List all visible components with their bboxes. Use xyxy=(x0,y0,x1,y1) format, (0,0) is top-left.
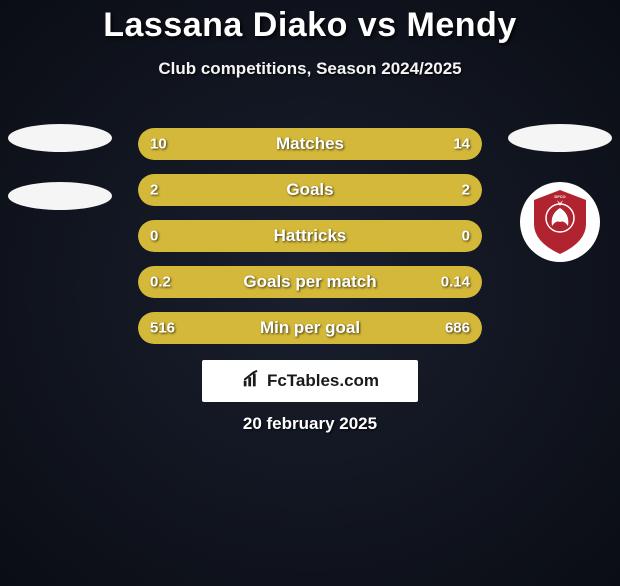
brand-box: FcTables.com xyxy=(202,360,418,402)
brand-chart-icon xyxy=(241,368,263,395)
stat-bar: 00Hattricks xyxy=(138,220,482,252)
snapshot-date: 20 february 2025 xyxy=(0,414,620,434)
stat-bar: 0.20.14Goals per match xyxy=(138,266,482,298)
page-title: Lassana Diako vs Mendy xyxy=(0,6,620,45)
left-player-badges xyxy=(0,124,120,210)
left-badge-1 xyxy=(8,124,112,152)
stat-bar: 1014Matches xyxy=(138,128,482,160)
brand-label: FcTables.com xyxy=(267,371,379,391)
right-player-badges: DFCO xyxy=(500,124,620,262)
stat-label: Goals xyxy=(138,180,482,200)
right-club-crest: DFCO xyxy=(520,182,600,262)
svg-text:DFCO: DFCO xyxy=(554,194,565,199)
left-badge-2 xyxy=(8,182,112,210)
stat-bar: 516686Min per goal xyxy=(138,312,482,344)
crest-icon: DFCO xyxy=(530,188,590,256)
stat-label: Hattricks xyxy=(138,226,482,246)
comparison-bars: 1014Matches 22Goals 00Hattricks 0.20.14Goal… xyxy=(138,128,482,344)
stat-bar: 22Goals xyxy=(138,174,482,206)
stat-label: Min per goal xyxy=(138,318,482,338)
right-badge-1 xyxy=(508,124,612,152)
stat-label: Goals per match xyxy=(138,272,482,292)
page-subtitle: Club competitions, Season 2024/2025 xyxy=(0,59,620,79)
stat-label: Matches xyxy=(138,134,482,154)
